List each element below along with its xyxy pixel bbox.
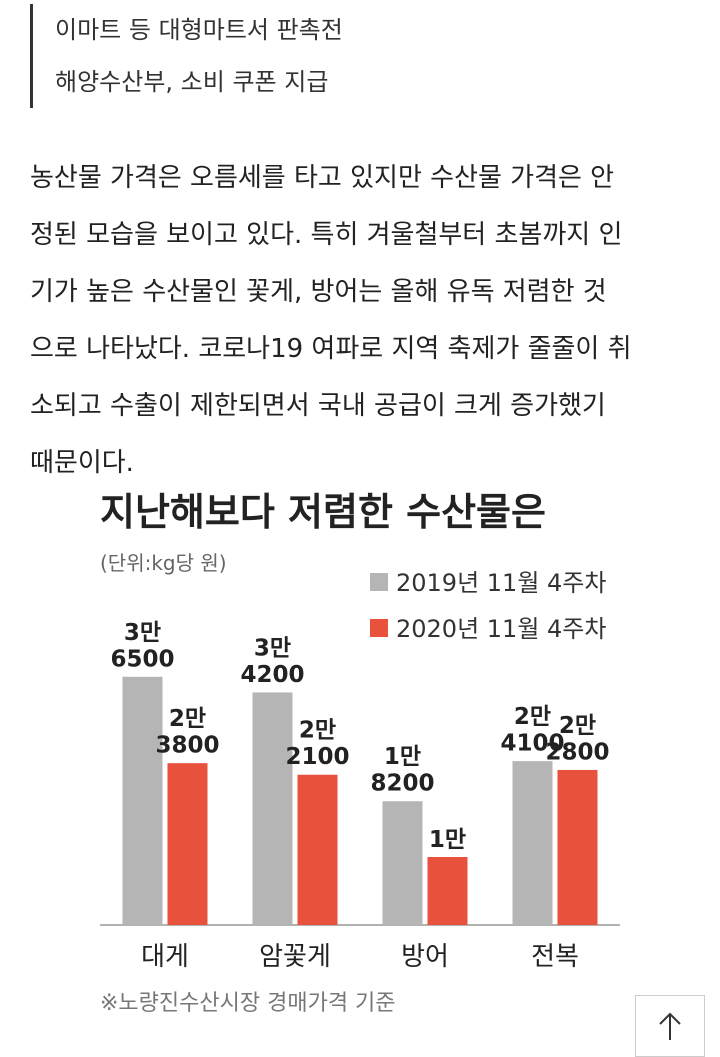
value-label: 1만 xyxy=(429,827,466,853)
bar xyxy=(382,801,423,925)
legend-swatch xyxy=(370,573,388,591)
value-label: 3만 4200 xyxy=(240,635,304,687)
body-line: 정된 모습을 보이고 있다. 특히 겨울철부터 초봄까지 인 xyxy=(30,220,623,250)
body-line: 소되고 수출이 제한되면서 국내 공급이 크게 증가했기 xyxy=(30,391,606,421)
bar xyxy=(122,676,163,925)
x-tick-label: 방어 xyxy=(401,942,449,972)
value-label: 3만 6500 xyxy=(110,620,174,672)
subheadline-line: 이마트 등 대형마트서 판촉전 xyxy=(55,16,343,44)
body-line: 농산물 가격은 오름세를 타고 있지만 수산물 가격은 안 xyxy=(30,163,615,193)
legend-swatch xyxy=(370,619,388,637)
value-label: 2만 2100 xyxy=(285,718,349,770)
bar xyxy=(167,763,208,925)
body-line: 때문이다. xyxy=(30,448,134,478)
arrow-up-icon xyxy=(659,1012,681,1040)
bar xyxy=(252,692,293,925)
bar xyxy=(512,761,553,925)
subheadline: 이마트 등 대형마트서 판촉전 해양수산부, 소비 쿠폰 지급 xyxy=(30,4,343,108)
chart: 지난해보다 저렴한 수산물은 (단위:kg당 원) ※노량진수산시장 경매가격 … xyxy=(100,490,620,1016)
body-line: 으로 나타났다. 코로나19 여파로 지역 축제가 줄줄이 취 xyxy=(30,334,632,364)
value-label: 1만 8200 xyxy=(370,744,434,796)
chart-title: 지난해보다 저렴한 수산물은 xyxy=(100,490,546,534)
legend-label: 2020년 11월 4주차 xyxy=(396,615,606,643)
value-label: 2만 3800 xyxy=(155,706,219,758)
bar xyxy=(297,774,338,925)
body-line: 기가 높은 수산물인 꽃게, 방어는 올해 유독 저렴한 것 xyxy=(30,277,607,307)
legend-label: 2019년 11월 4주차 xyxy=(396,569,606,597)
bar xyxy=(557,769,598,925)
x-tick-label: 전복 xyxy=(531,942,579,972)
chart-note: ※노량진수산시장 경매가격 기준 xyxy=(100,991,396,1016)
value-label: 2만 4100 xyxy=(500,704,564,756)
bar xyxy=(427,857,468,925)
value-label: 2만 2800 xyxy=(545,713,609,765)
x-tick-label: 암꽃게 xyxy=(259,942,331,972)
subheadline-line: 해양수산부, 소비 쿠폰 지급 xyxy=(55,68,329,96)
scroll-top-button[interactable] xyxy=(635,995,705,1057)
chart-subtitle: (단위:kg당 원) xyxy=(100,551,227,575)
x-tick-label: 대게 xyxy=(141,942,189,972)
